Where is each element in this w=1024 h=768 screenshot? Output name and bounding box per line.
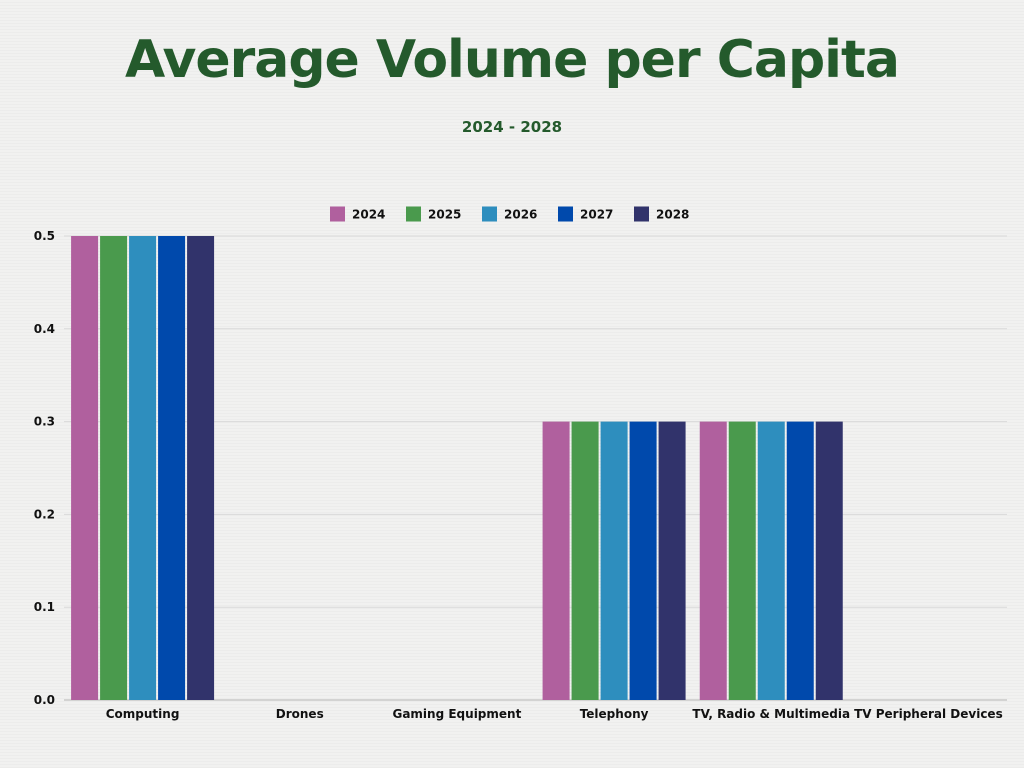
bar <box>786 421 814 700</box>
bar <box>129 236 157 700</box>
bar <box>71 236 99 700</box>
legend-swatch <box>558 206 573 222</box>
axes: 0.0 0.1 0.2 0.3 0.4 0.5 Computing Drones Gaming … <box>34 229 1003 721</box>
bar <box>600 421 628 700</box>
y-tick-label: 0.1 <box>34 600 55 614</box>
bar <box>187 236 215 700</box>
y-tick-label: 0.2 <box>34 507 55 521</box>
x-tick-label: TV Peripheral Devices <box>854 707 1003 721</box>
legend-label: 2027 <box>580 208 613 222</box>
bar <box>542 421 570 700</box>
y-tick-label: 0.4 <box>34 322 55 336</box>
legend-label: 2025 <box>428 208 461 222</box>
bar <box>658 421 686 700</box>
bar <box>815 421 843 700</box>
chart-title: Average Volume per Capita <box>125 30 900 90</box>
y-tick-label: 0.5 <box>34 229 55 243</box>
bar <box>100 236 128 700</box>
legend-label: 2026 <box>504 208 537 222</box>
y-tick-label: 0.0 <box>34 693 55 707</box>
bars <box>71 236 843 700</box>
y-tick-label: 0.3 <box>34 415 55 429</box>
x-tick-label: Telephony <box>580 707 649 721</box>
legend-swatch <box>330 206 345 222</box>
x-tick-label: Gaming Equipment <box>392 707 521 721</box>
x-tick-label: TV, Radio & Multimedia <box>692 707 850 721</box>
legend: 2024 2025 2026 2027 2028 <box>330 206 689 222</box>
bar <box>699 421 727 700</box>
x-tick-label: Computing <box>106 707 180 721</box>
chart-subtitle: 2024 - 2028 <box>461 118 563 136</box>
x-tick-label: Drones <box>276 707 324 721</box>
bar <box>571 421 599 700</box>
legend-label: 2028 <box>656 208 689 222</box>
bar <box>757 421 785 700</box>
legend-swatch <box>482 206 497 222</box>
bar <box>158 236 186 700</box>
legend-label: 2024 <box>352 208 385 222</box>
bar <box>629 421 657 700</box>
bar <box>728 421 756 700</box>
grid-lines <box>64 235 1007 701</box>
legend-swatch <box>634 206 649 222</box>
legend-swatch <box>406 206 421 222</box>
